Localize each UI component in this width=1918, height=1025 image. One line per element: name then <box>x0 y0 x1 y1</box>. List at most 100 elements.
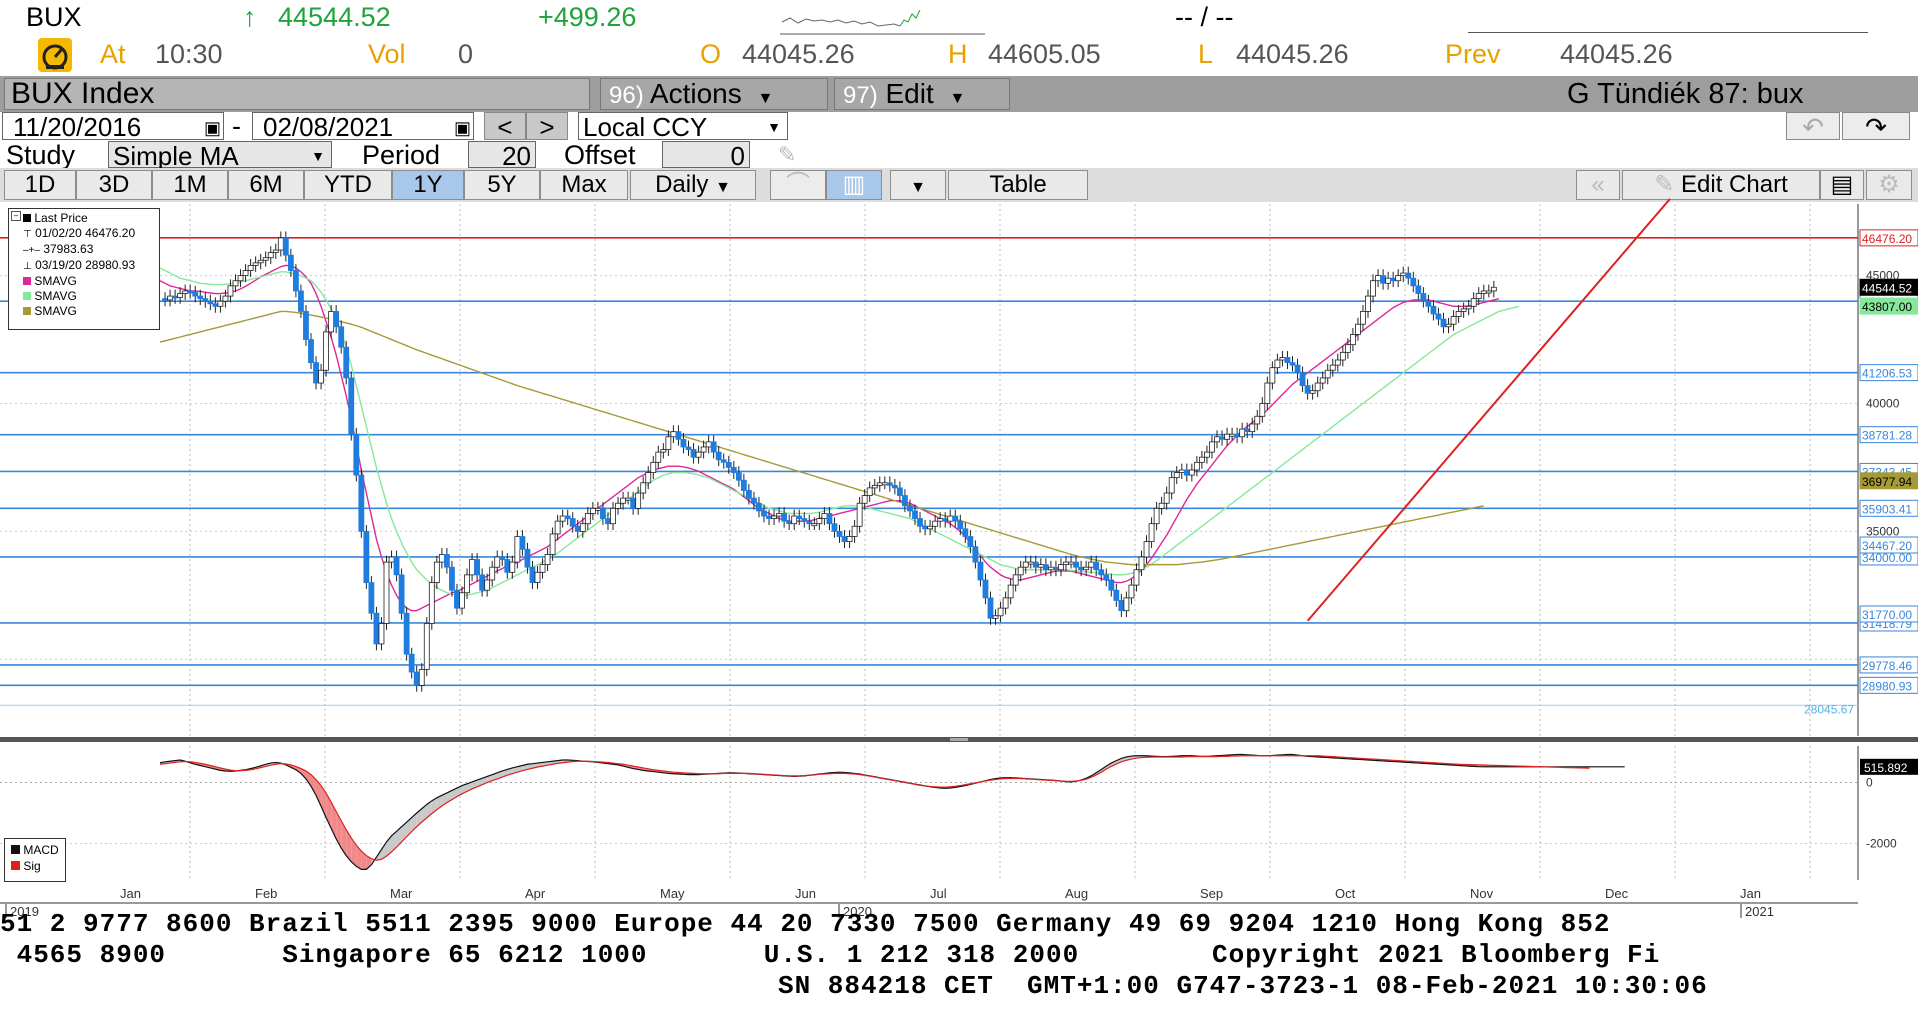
price-candle <box>680 438 687 448</box>
price-candle <box>1264 382 1271 404</box>
price-candle <box>1435 313 1442 320</box>
edit-chart-button[interactable]: ✎ Edit Chart <box>1622 170 1820 200</box>
table-button[interactable]: Table <box>948 170 1088 200</box>
price-candle <box>539 564 546 573</box>
price-candle <box>313 362 319 384</box>
price-candle <box>917 518 923 527</box>
trend-line <box>1306 198 1671 622</box>
range-button-5y[interactable]: 5Y <box>464 170 540 200</box>
redo-icon[interactable]: ↷ <box>1842 112 1910 141</box>
price-candle <box>695 451 702 458</box>
calendar-icon[interactable]: ▣ <box>203 118 221 138</box>
legend-high: 01/02/20 46476.20 <box>35 226 136 240</box>
ticker-line-2: 4565 8900 Singapore 65 6212 1000 U.S. 1 … <box>0 940 1661 970</box>
end-date-field[interactable]: 02/08/2021 ▣ <box>252 112 474 141</box>
edit-menu[interactable]: 97) Edit ▼ <box>834 78 1010 110</box>
price-candle <box>1319 377 1326 384</box>
value-tag <box>1859 426 1918 444</box>
price-candle <box>751 497 757 504</box>
range-button-1y[interactable]: 1Y <box>392 170 464 200</box>
price-candle <box>977 561 984 581</box>
edit-number: 97) <box>843 82 878 109</box>
price-candle <box>308 339 314 363</box>
price-candle <box>232 280 239 287</box>
macd-fill <box>391 831 397 852</box>
price-candle <box>1193 461 1200 471</box>
x-tick-label: Mar <box>390 886 413 901</box>
collapse-icon[interactable]: « <box>1576 170 1620 200</box>
range-button-max[interactable]: Max <box>540 170 628 200</box>
range-button-6m[interactable]: 6M <box>228 170 304 200</box>
price-candle <box>1415 285 1422 294</box>
value-tag-label: 29778.46 <box>1862 659 1912 673</box>
chart-type-dropdown[interactable]: ▼ <box>890 170 946 200</box>
range-button-1m[interactable]: 1M <box>152 170 228 200</box>
start-date-field[interactable]: 11/20/2016 ▣ <box>2 112 224 141</box>
price-candle <box>826 513 833 525</box>
price-candle <box>1073 561 1079 568</box>
price-candle <box>464 574 470 594</box>
price-candle <box>182 290 189 294</box>
actions-menu[interactable]: 96) Actions ▼ <box>600 78 828 110</box>
price-candle <box>715 451 722 461</box>
price-candle <box>177 293 184 298</box>
quote-time: 10:30 <box>155 39 223 69</box>
chart-legend[interactable]: – Last Price ⊤ 01/02/20 46476.20 –+– 379… <box>8 208 160 330</box>
price-candle <box>438 554 445 563</box>
price-candle <box>373 612 380 645</box>
price-candle <box>287 254 294 271</box>
price-candle <box>705 441 712 448</box>
price-candle <box>725 461 732 468</box>
price-candle <box>700 446 707 453</box>
price-candle <box>1058 564 1064 571</box>
pencil-icon[interactable]: ✎ <box>778 142 797 167</box>
x-axis-labels: Jan Feb Mar Apr May Jun Jul Aug Sep Oct Nov Dec Jan 2… <box>0 886 1858 919</box>
x-tick-label: Jan <box>1740 886 1761 901</box>
bar-chart-icon[interactable]: ▥ <box>826 170 882 200</box>
price-candle <box>821 513 828 519</box>
price-candle <box>579 523 586 532</box>
undo-icon[interactable]: ↶ <box>1786 112 1840 141</box>
prev-period-button[interactable]: < <box>484 112 526 141</box>
collapse-icon[interactable]: – <box>11 211 21 221</box>
price-candle <box>796 515 803 519</box>
price-candle <box>338 326 345 348</box>
value-tag-label: 41206.53 <box>1862 367 1912 381</box>
currency-select[interactable]: Local CCY ▼ <box>578 112 788 141</box>
range-button-3d[interactable]: 3D <box>76 170 152 200</box>
legend-last: Last Price <box>34 211 88 225</box>
value-tag <box>1859 364 1918 382</box>
panel-divider[interactable] <box>0 737 1918 742</box>
value-tag <box>1859 278 1918 296</box>
offset-input[interactable]: 0 <box>662 141 750 170</box>
legend-swatch-sma50 <box>23 292 31 300</box>
price-candle <box>1078 566 1084 571</box>
range-button-ytd[interactable]: YTD <box>304 170 392 200</box>
calendar-icon[interactable]: ▣ <box>453 118 471 138</box>
chart-settings-icon[interactable]: ▤ <box>1820 170 1864 200</box>
line-chart-icon[interactable]: ⌒ <box>770 170 826 200</box>
gear-icon[interactable]: ⚙ <box>1866 170 1912 200</box>
speedometer-icon[interactable] <box>38 38 72 72</box>
price-candle <box>282 237 289 256</box>
horizontal-lines <box>0 237 1858 706</box>
price-candle <box>1037 564 1044 568</box>
range-button-1d[interactable]: 1D <box>4 170 76 200</box>
security-title-box[interactable]: BUX Index <box>4 78 590 110</box>
price-candle <box>1490 286 1497 292</box>
value-tag-label: 36977.94 <box>1862 475 1912 489</box>
next-period-button[interactable]: > <box>526 112 568 141</box>
macd-fill <box>441 792 447 806</box>
study-select[interactable]: Simple MA ▼ <box>108 141 332 170</box>
frequency-select[interactable]: Daily ▼ <box>630 170 756 200</box>
prev-label: Prev <box>1445 39 1501 69</box>
price-candle <box>967 536 974 548</box>
header-rule <box>1468 32 1868 33</box>
period-input[interactable]: 20 <box>468 141 536 170</box>
legend-low: 03/19/20 28980.93 <box>35 258 136 272</box>
legend-macd: MACD <box>23 843 59 857</box>
chevron-down-icon: ▼ <box>311 148 325 164</box>
price-candle <box>1475 293 1482 300</box>
macd-legend[interactable]: MACD Sig <box>4 838 66 882</box>
